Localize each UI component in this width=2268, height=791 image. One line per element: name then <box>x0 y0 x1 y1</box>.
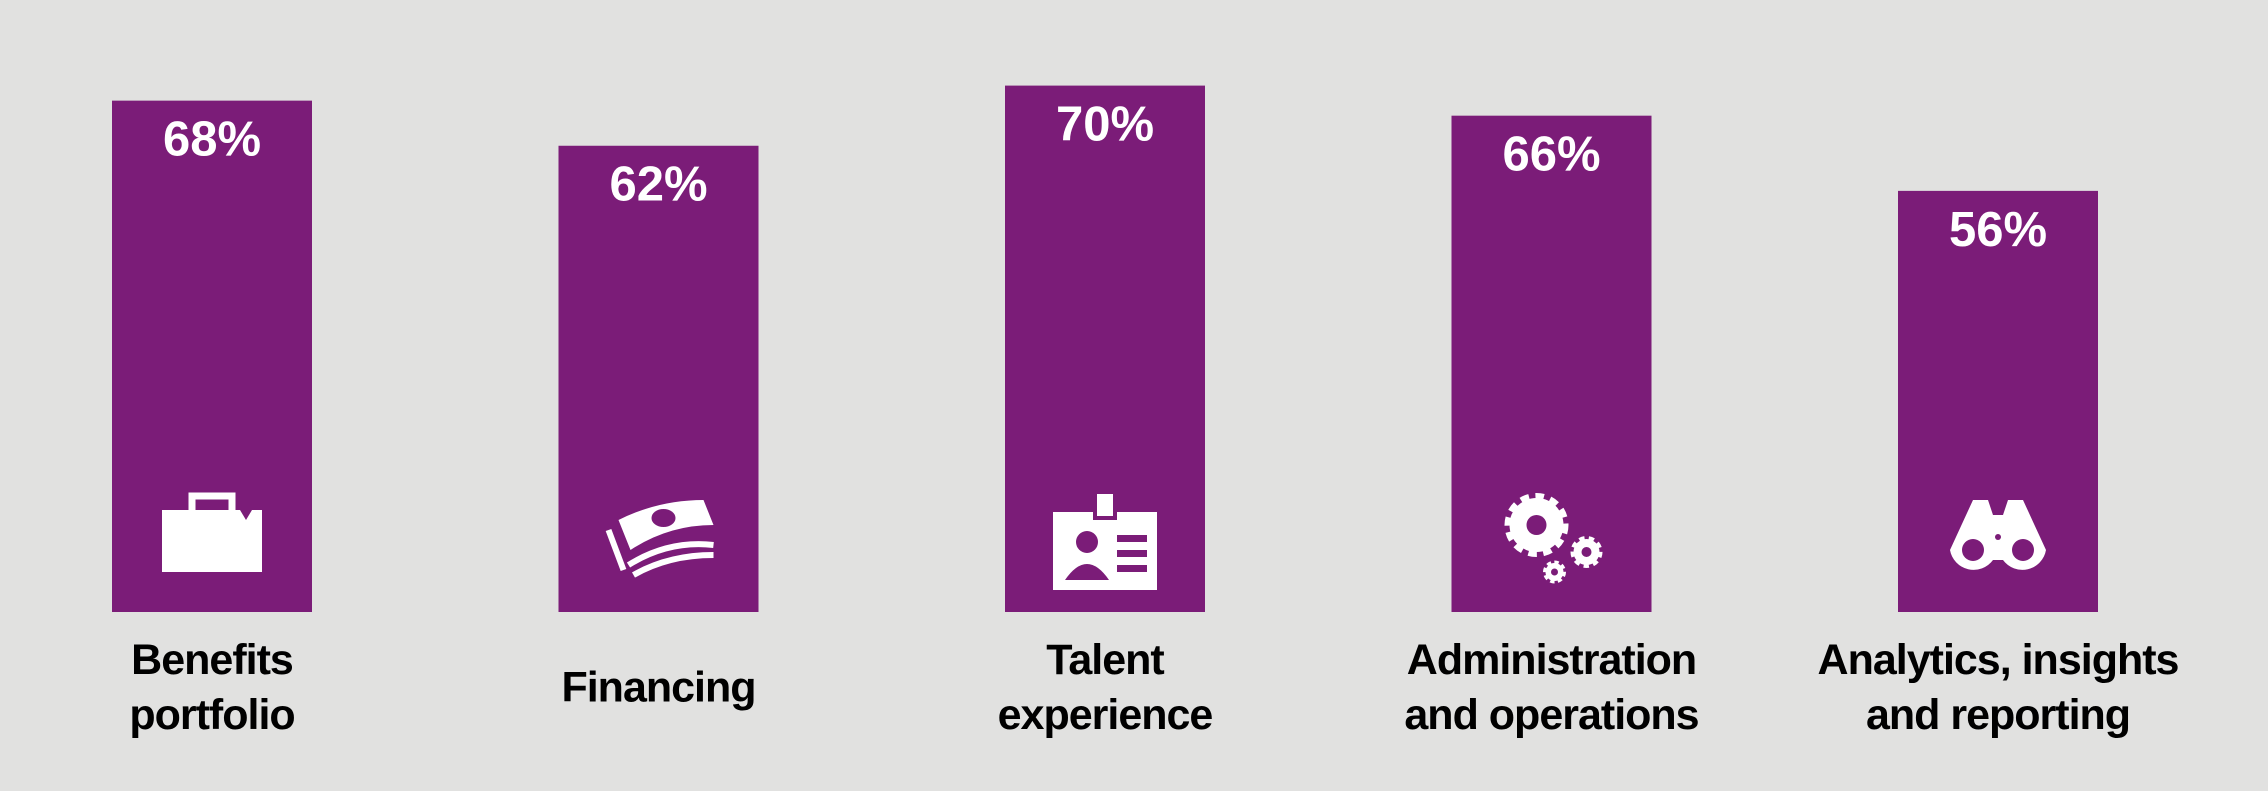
icon-part <box>1117 565 1147 572</box>
icon-part <box>1117 550 1147 557</box>
icon-part <box>1526 515 1547 535</box>
icon-part <box>626 541 714 568</box>
category-label: Talent <box>1046 636 1164 684</box>
icon-part <box>605 528 627 572</box>
category-label: Financing <box>561 663 755 711</box>
icon-part <box>240 510 252 520</box>
category-label: and reporting <box>1866 691 2130 739</box>
icon-part <box>2012 539 2034 561</box>
icon-part <box>188 492 236 518</box>
icon-part <box>1962 539 1984 561</box>
category-label: Analytics, insights <box>1818 636 2179 684</box>
icon <box>162 492 262 572</box>
value-label: 62% <box>609 158 707 212</box>
icon-part <box>1995 534 2001 540</box>
category-label: portfolio <box>129 691 294 739</box>
value-label: 70% <box>1056 98 1154 152</box>
value-label: 66% <box>1502 128 1600 182</box>
category-label: and operations <box>1404 691 1698 739</box>
icon-part <box>1093 490 1117 520</box>
icon-part <box>1076 531 1098 553</box>
value-label: 56% <box>1949 203 2047 257</box>
icon <box>605 500 714 578</box>
category-label: Benefits <box>131 636 293 684</box>
icon-part <box>651 509 676 527</box>
icon-part <box>632 552 714 578</box>
category-label: experience <box>998 691 1213 739</box>
bar <box>558 145 759 612</box>
icon-part <box>1581 547 1592 557</box>
icon <box>1950 500 2046 570</box>
icon <box>1504 493 1603 584</box>
icon-part <box>1551 568 1558 576</box>
category-label: Administration <box>1407 636 1696 684</box>
icon-part <box>1065 564 1109 580</box>
icon <box>1053 490 1157 590</box>
icon-part <box>1117 535 1147 542</box>
value-label: 68% <box>163 113 261 167</box>
icon-part <box>162 510 262 572</box>
